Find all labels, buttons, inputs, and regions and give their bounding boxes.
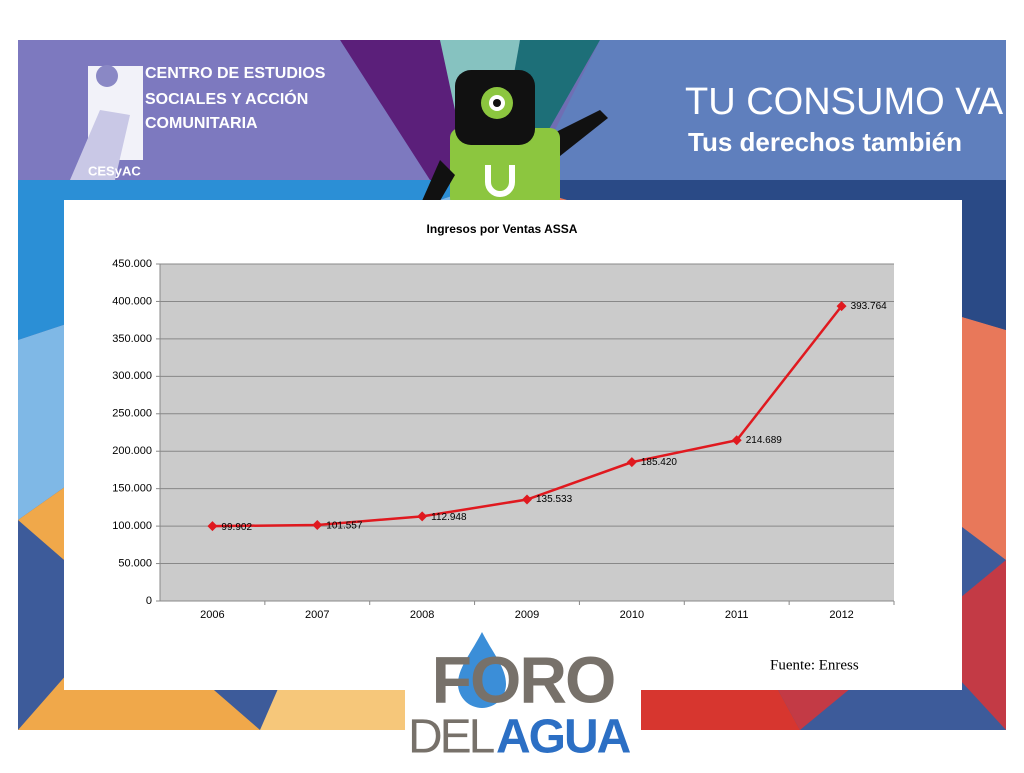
org-line: CENTRO DE ESTUDIOS: [145, 65, 326, 82]
water-drop: [458, 632, 506, 708]
logo-box: [405, 628, 641, 766]
plot: 0 50.000 100.000 150.000 200.000 250.000 300.0…: [112, 258, 895, 621]
data-label: 101.557: [326, 521, 363, 532]
data-point: [836, 301, 847, 312]
org-line: SOCIALES Y ACCIÓN: [145, 89, 308, 108]
y-tick-label: 100.000: [112, 520, 152, 532]
logo-right: AGUA: [496, 711, 631, 764]
data-point: [731, 435, 742, 446]
org-logo: [70, 65, 143, 180]
x-tick-label: 2012: [829, 609, 853, 621]
org-short: CESyAC: [88, 163, 141, 178]
x-tick-label: 2008: [410, 609, 434, 621]
data-label: 214.689: [746, 435, 783, 446]
chart-title: Ingresos por Ventas ASSA: [427, 222, 578, 236]
y-tick-label: 400.000: [112, 295, 152, 307]
y-tick-label: 0: [146, 595, 152, 607]
org-line: COMUNITARIA: [145, 115, 258, 132]
y-tick-label: 450.000: [112, 258, 152, 270]
data-label: 393.764: [851, 301, 888, 312]
x-tick-label: 2010: [620, 609, 644, 621]
campaign-title: TU CONSUMO VALE: [685, 81, 1024, 123]
y-tick-label: 300.000: [112, 370, 152, 382]
y-tick-label: 50.000: [118, 557, 152, 569]
x-tick-label: 2011: [725, 609, 749, 621]
mascot: [418, 70, 608, 218]
source-note: Fuente: Enress: [770, 657, 859, 673]
y-tick-label: 150.000: [112, 483, 152, 495]
data-point: [522, 494, 532, 505]
logo-top: FORO: [432, 642, 615, 716]
y-tick-label: 350.000: [112, 333, 152, 345]
data-point: [312, 519, 323, 530]
campaign-subtitle: Tus derechos también: [688, 127, 962, 157]
x-tick-label: 2006: [200, 609, 224, 621]
y-tick-label: 200.000: [112, 445, 152, 457]
data-label: 185.420: [641, 457, 678, 468]
data-point: [207, 521, 218, 532]
logo-left: DEL: [408, 711, 495, 764]
data-point: [626, 457, 637, 468]
y-tick-label: 250.000: [112, 408, 152, 420]
data-label: 112.948: [431, 512, 467, 523]
data-label: 99.902: [221, 522, 252, 533]
data-label: 135.533: [536, 494, 573, 505]
plot-area: [160, 264, 894, 601]
data-point: [417, 511, 428, 522]
x-tick-label: 2009: [515, 609, 539, 621]
x-tick-label: 2007: [305, 609, 329, 621]
